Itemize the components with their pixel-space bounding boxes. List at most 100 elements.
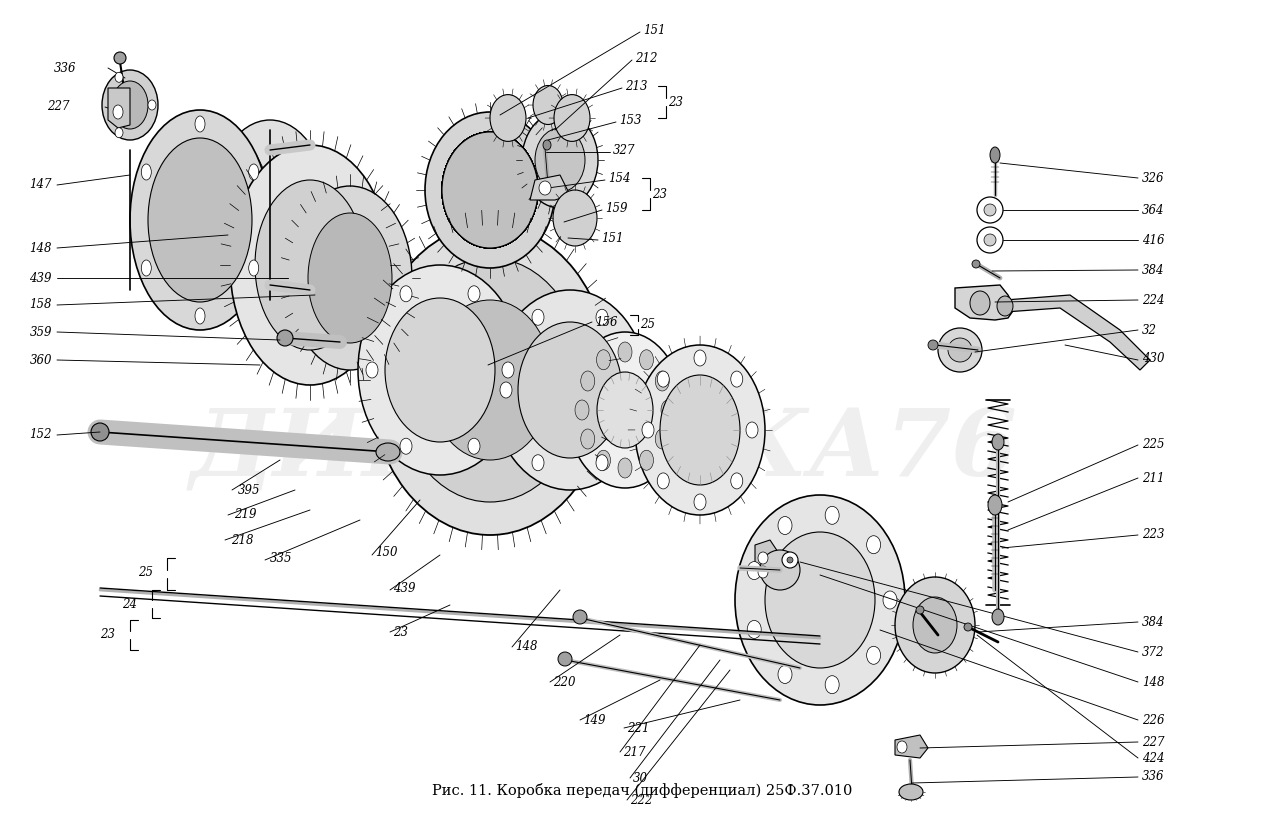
Ellipse shape	[308, 213, 392, 343]
Ellipse shape	[148, 138, 252, 302]
Ellipse shape	[442, 132, 538, 248]
Ellipse shape	[442, 132, 538, 248]
Ellipse shape	[883, 591, 897, 609]
Ellipse shape	[366, 362, 378, 378]
Ellipse shape	[249, 164, 258, 180]
Polygon shape	[894, 735, 928, 758]
Text: 220: 220	[553, 676, 576, 689]
Ellipse shape	[442, 132, 538, 248]
Ellipse shape	[866, 646, 880, 664]
Text: Рис. 11. Коробка передач (дифференциал) 25Ф.37.010: Рис. 11. Коробка передач (дифференциал) …	[432, 783, 853, 798]
Ellipse shape	[655, 429, 669, 449]
Ellipse shape	[655, 371, 669, 391]
Ellipse shape	[442, 132, 538, 248]
Ellipse shape	[992, 609, 1004, 625]
Ellipse shape	[442, 132, 538, 248]
Ellipse shape	[195, 308, 206, 324]
Ellipse shape	[230, 145, 391, 385]
Text: 213: 213	[625, 79, 648, 92]
Ellipse shape	[442, 132, 538, 248]
Text: 218: 218	[231, 533, 253, 546]
Ellipse shape	[442, 132, 538, 248]
Ellipse shape	[442, 132, 538, 248]
Ellipse shape	[400, 438, 412, 454]
Ellipse shape	[628, 382, 640, 398]
Ellipse shape	[195, 116, 206, 132]
Ellipse shape	[786, 557, 793, 563]
Ellipse shape	[442, 132, 538, 248]
Text: 154: 154	[608, 172, 631, 185]
Ellipse shape	[970, 291, 989, 315]
Text: 327: 327	[613, 143, 636, 156]
Text: 221: 221	[627, 721, 649, 735]
Ellipse shape	[141, 164, 152, 180]
Text: 439: 439	[393, 582, 415, 595]
Ellipse shape	[359, 265, 522, 475]
Ellipse shape	[249, 260, 258, 276]
Ellipse shape	[535, 128, 585, 192]
Ellipse shape	[618, 458, 632, 478]
Ellipse shape	[442, 132, 538, 248]
Text: 153: 153	[619, 114, 641, 127]
Text: 384: 384	[1142, 263, 1164, 276]
Text: 156: 156	[595, 316, 618, 329]
Ellipse shape	[554, 95, 590, 142]
Ellipse shape	[442, 132, 538, 248]
Text: 336: 336	[54, 61, 76, 74]
Text: 23: 23	[651, 187, 667, 200]
Ellipse shape	[596, 450, 610, 470]
Text: 395: 395	[238, 483, 261, 497]
Ellipse shape	[148, 100, 155, 110]
Ellipse shape	[640, 450, 654, 470]
Text: 23: 23	[100, 628, 114, 641]
Text: 32: 32	[1142, 323, 1156, 336]
Ellipse shape	[442, 132, 538, 248]
Ellipse shape	[992, 434, 1004, 450]
Text: 30: 30	[634, 771, 648, 784]
Ellipse shape	[747, 620, 761, 638]
Ellipse shape	[694, 350, 705, 366]
Text: 24: 24	[122, 597, 137, 610]
Text: 326: 326	[1142, 172, 1164, 185]
Ellipse shape	[442, 132, 538, 248]
Ellipse shape	[894, 577, 975, 673]
Ellipse shape	[370, 225, 610, 535]
Text: 359: 359	[30, 326, 51, 339]
Ellipse shape	[442, 132, 538, 248]
Ellipse shape	[425, 112, 555, 268]
Text: 219: 219	[234, 509, 257, 522]
Ellipse shape	[386, 298, 495, 442]
Ellipse shape	[758, 566, 768, 578]
Text: 217: 217	[623, 745, 645, 758]
Ellipse shape	[442, 132, 538, 248]
Ellipse shape	[538, 181, 551, 195]
Ellipse shape	[428, 300, 553, 460]
Ellipse shape	[500, 382, 511, 398]
Ellipse shape	[964, 623, 971, 631]
Ellipse shape	[522, 112, 598, 208]
Ellipse shape	[598, 372, 653, 448]
Ellipse shape	[544, 140, 551, 150]
Text: 224: 224	[1142, 294, 1164, 307]
Text: 25: 25	[640, 318, 655, 331]
Ellipse shape	[442, 132, 538, 248]
Ellipse shape	[278, 330, 293, 346]
Ellipse shape	[914, 597, 957, 653]
Ellipse shape	[442, 132, 538, 248]
Text: 148: 148	[1142, 676, 1164, 689]
Text: 151: 151	[601, 231, 623, 245]
Text: 335: 335	[270, 551, 293, 564]
Ellipse shape	[657, 371, 669, 387]
Ellipse shape	[442, 132, 538, 248]
Ellipse shape	[866, 536, 880, 554]
Text: 227: 227	[1142, 735, 1164, 748]
Ellipse shape	[442, 132, 538, 248]
Ellipse shape	[442, 132, 538, 248]
Ellipse shape	[640, 350, 654, 370]
Polygon shape	[756, 540, 780, 580]
Ellipse shape	[759, 550, 801, 590]
Ellipse shape	[694, 494, 705, 510]
Text: 212: 212	[635, 52, 658, 65]
Ellipse shape	[91, 423, 109, 441]
Ellipse shape	[113, 105, 123, 119]
